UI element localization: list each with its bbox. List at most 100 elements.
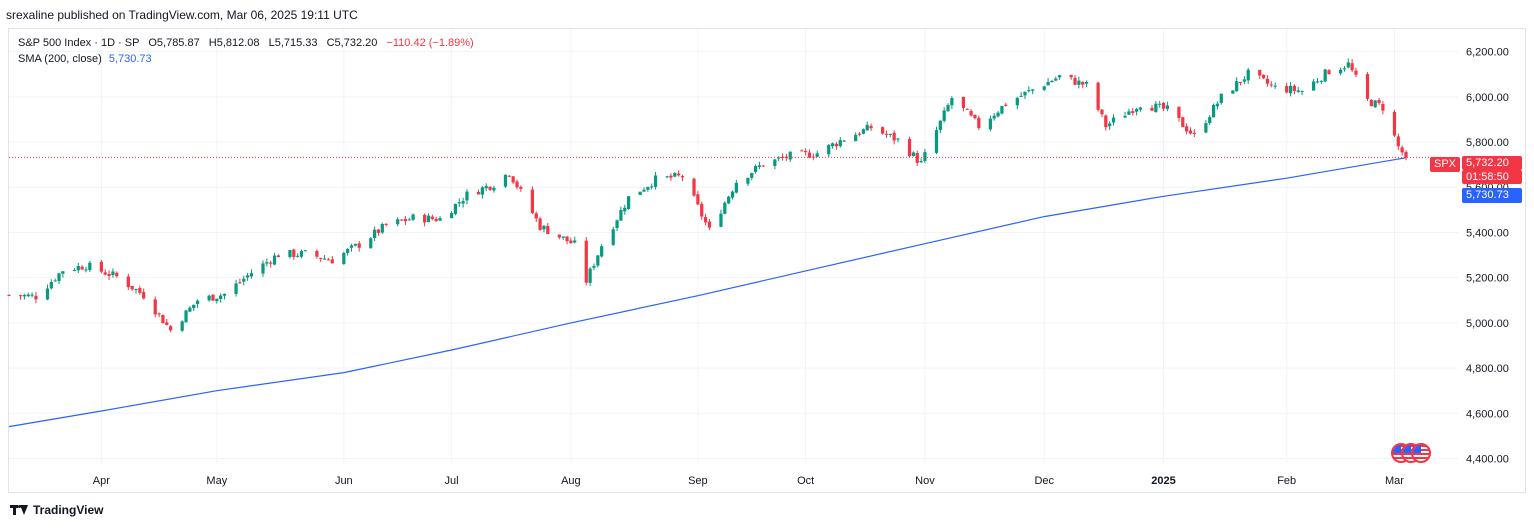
candle-body xyxy=(238,282,242,284)
publish-header: srexaline published on TradingView.com, … xyxy=(6,8,358,22)
candle-body xyxy=(1381,104,1385,111)
candle-body xyxy=(261,263,265,274)
candle-body xyxy=(1377,100,1381,104)
candle-body xyxy=(1208,117,1212,123)
candle-body xyxy=(842,140,846,142)
candle-body xyxy=(315,251,319,257)
candle-body xyxy=(650,186,654,188)
candle-body xyxy=(138,288,142,293)
candle-body xyxy=(773,159,777,167)
candle-body xyxy=(880,127,885,134)
candle-body xyxy=(815,153,819,157)
candle-body xyxy=(1096,82,1100,110)
legend-sma-row: SMA (200, close) 5,730.73 xyxy=(18,51,474,67)
us-flag-icon[interactable] xyxy=(1411,443,1431,463)
candle-body xyxy=(169,326,173,331)
x-tick-label: Jul xyxy=(445,475,459,487)
candle-body xyxy=(950,98,954,106)
candle-body xyxy=(565,236,569,242)
events-markers[interactable] xyxy=(1391,443,1431,463)
candle-body xyxy=(703,217,708,223)
candle-body xyxy=(1392,111,1397,136)
candle-body xyxy=(45,288,50,300)
candle-body xyxy=(465,191,469,201)
candle-body xyxy=(727,196,731,204)
candle-body xyxy=(219,295,223,300)
candle-body xyxy=(296,255,300,257)
chart-frame xyxy=(8,28,1526,493)
candle-body xyxy=(188,307,192,312)
candle-body xyxy=(484,186,488,189)
candle-body xyxy=(1369,99,1373,107)
candle-body xyxy=(1238,81,1243,83)
candle-body xyxy=(1138,107,1143,110)
candle-body xyxy=(492,187,496,191)
candle-body xyxy=(692,178,696,196)
candle-body xyxy=(665,176,669,178)
footer-brand[interactable]: TradingView xyxy=(10,503,103,517)
change-value: −110.42 (−1.89%) xyxy=(386,37,474,49)
candle-body xyxy=(115,272,119,277)
low-value: L5,715.33 xyxy=(268,37,318,49)
candle-body xyxy=(977,117,981,129)
candle-body xyxy=(557,234,561,238)
candle-body xyxy=(1127,111,1131,115)
candle-body xyxy=(1235,81,1239,92)
sma-price-tag: 5,730.73 xyxy=(1462,188,1522,203)
candle-body xyxy=(865,124,869,131)
x-tick-label: Mar xyxy=(1385,475,1404,487)
candle-body xyxy=(342,252,346,264)
candle-body xyxy=(380,223,384,233)
candle-body xyxy=(1131,111,1135,113)
candle-body xyxy=(461,201,465,204)
candle-body xyxy=(215,298,219,302)
candle-body xyxy=(322,258,327,260)
candle-body xyxy=(376,229,381,233)
candle-body xyxy=(534,213,538,219)
candle-body xyxy=(184,310,188,323)
candle-body xyxy=(1219,93,1223,103)
candle-body xyxy=(1081,81,1085,85)
y-tick-label: 6,200.00 xyxy=(1466,47,1509,59)
candle-body xyxy=(653,175,658,187)
candle-body xyxy=(430,216,434,219)
candle-body xyxy=(357,243,361,248)
y-tick-label: 4,400.00 xyxy=(1466,453,1509,465)
candle-body xyxy=(546,225,550,234)
candle-body xyxy=(480,187,484,195)
candle-body xyxy=(892,132,896,141)
candle-body xyxy=(992,115,996,119)
candle-body xyxy=(1338,69,1343,74)
candle-body xyxy=(542,225,546,230)
candle-body xyxy=(780,156,785,158)
candle-body xyxy=(265,262,269,264)
candle-body xyxy=(804,151,808,153)
candle-body xyxy=(76,266,80,271)
y-tick-label: 6,000.00 xyxy=(1466,92,1509,104)
candle-body xyxy=(111,271,115,276)
candle-body xyxy=(623,207,627,212)
candle-body xyxy=(1404,152,1408,158)
candle-body xyxy=(49,282,53,289)
candle-body xyxy=(80,266,84,270)
candle-body xyxy=(84,269,88,271)
symbol-label[interactable]: S&P 500 Index · 1D · SP xyxy=(18,37,140,49)
candle-body xyxy=(561,236,565,238)
sma-label[interactable]: SMA (200, close) xyxy=(18,53,102,65)
candle-body xyxy=(1188,130,1193,134)
candle-body xyxy=(800,150,804,152)
candle-body xyxy=(1261,74,1266,79)
candle-body xyxy=(180,321,184,331)
candle-body xyxy=(1161,102,1166,109)
candle-body xyxy=(126,276,130,288)
candle-body xyxy=(407,219,411,221)
y-tick-label: 5,800.00 xyxy=(1466,137,1509,149)
candle-body xyxy=(896,138,900,140)
candle-body xyxy=(734,182,738,193)
candle-body xyxy=(1365,74,1370,99)
candle-body xyxy=(884,133,889,135)
candle-body xyxy=(349,245,354,248)
candle-body xyxy=(969,111,973,116)
candle-body xyxy=(777,157,781,159)
